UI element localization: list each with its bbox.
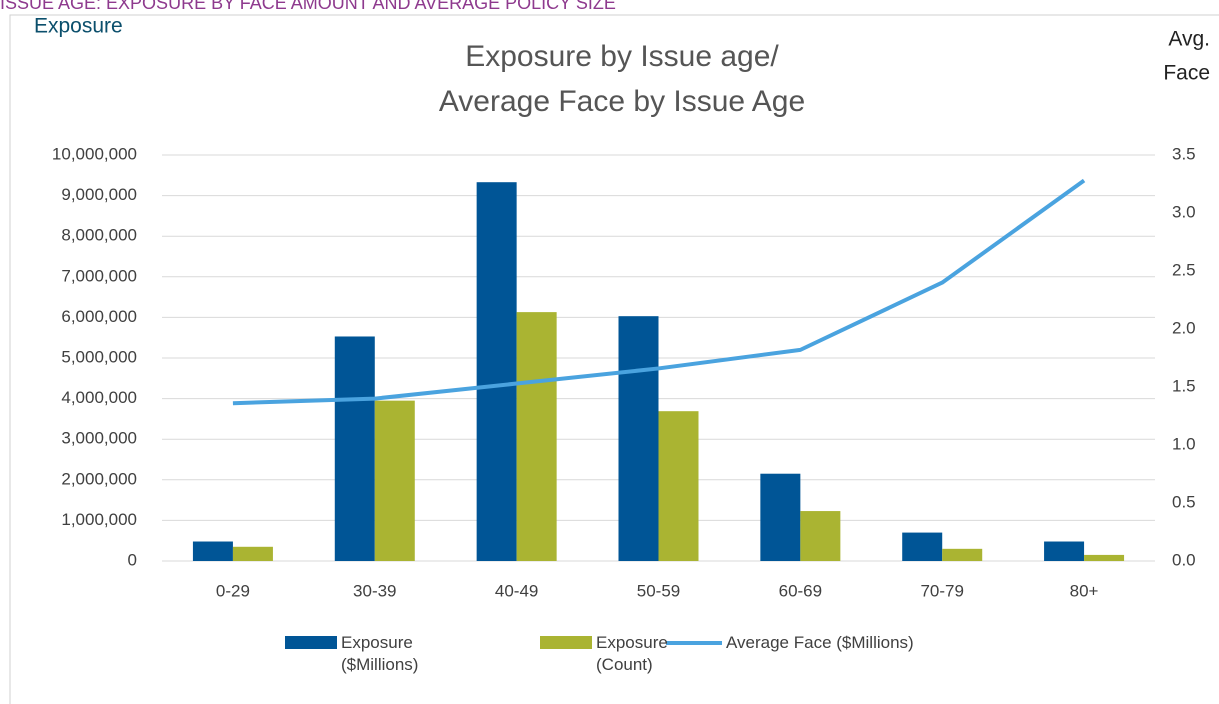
y-tick-label: 4,000,000 xyxy=(61,388,137,407)
bar xyxy=(1084,554,1125,561)
y-tick-label: 3,000,000 xyxy=(61,429,137,448)
bar xyxy=(658,411,699,561)
bar xyxy=(618,316,659,561)
legend-label: Exposure ($Millions) xyxy=(341,633,419,674)
y-tick-label: 10,000,000 xyxy=(52,144,137,163)
y-tick-label: 9,000,000 xyxy=(61,185,137,204)
y2-axis-label: Avg. xyxy=(1168,28,1210,51)
y-tick-label: 1,000,000 xyxy=(61,510,137,529)
x-tick-label: 30-39 xyxy=(353,581,396,600)
bar xyxy=(374,400,415,561)
y-axis-label: Exposure xyxy=(34,15,123,38)
bar xyxy=(942,548,983,561)
bar xyxy=(334,336,375,561)
y-tick-label: 0 xyxy=(128,550,137,569)
bar xyxy=(1044,541,1085,561)
bar xyxy=(516,312,557,561)
bar xyxy=(476,182,517,561)
frame xyxy=(9,14,1219,704)
x-tick-label: 60-69 xyxy=(779,581,822,600)
y-tick-label: 2,000,000 xyxy=(61,469,137,488)
y2-tick-label: 0.5 xyxy=(1172,492,1196,511)
bar xyxy=(192,541,233,561)
y2-tick-label: 0.0 xyxy=(1172,550,1196,569)
x-tick-label: 50-59 xyxy=(637,581,680,600)
x-tick-label: 70-79 xyxy=(920,581,963,600)
y-tick-label: 8,000,000 xyxy=(61,226,137,245)
y2-tick-label: 1.5 xyxy=(1172,376,1196,395)
y2-tick-label: 3.5 xyxy=(1172,144,1196,163)
legend-swatch xyxy=(540,636,592,649)
chart-title: Exposure by Issue age/ xyxy=(465,40,779,73)
y2-tick-label: 2.5 xyxy=(1172,260,1196,279)
line xyxy=(232,178,1086,406)
legend-swatch xyxy=(285,636,337,649)
y2-tick-label: 3.0 xyxy=(1172,202,1196,221)
y2-tick-label: 1.0 xyxy=(1172,434,1196,453)
x-tick-label: 0-29 xyxy=(216,581,250,600)
legend-label: Exposure (Count) xyxy=(596,633,668,674)
y2-tick-label: 2.0 xyxy=(1172,318,1196,337)
y2-axis-label: Face xyxy=(1163,62,1210,85)
bar xyxy=(800,511,841,561)
bar xyxy=(760,473,801,561)
bar xyxy=(902,532,943,561)
y-tick-label: 7,000,000 xyxy=(61,266,137,285)
header: ISSUE AGE: EXPOSURE BY FACE AMOUNT AND A… xyxy=(0,0,616,13)
y-tick-label: 5,000,000 xyxy=(61,347,137,366)
bar xyxy=(232,546,273,561)
legend-label: Average Face ($Millions) xyxy=(726,633,914,652)
x-tick-label: 80+ xyxy=(1070,581,1099,600)
y-tick-label: 6,000,000 xyxy=(61,307,137,326)
chart-title: Average Face by Issue Age xyxy=(439,85,805,118)
x-tick-label: 40-49 xyxy=(495,581,538,600)
